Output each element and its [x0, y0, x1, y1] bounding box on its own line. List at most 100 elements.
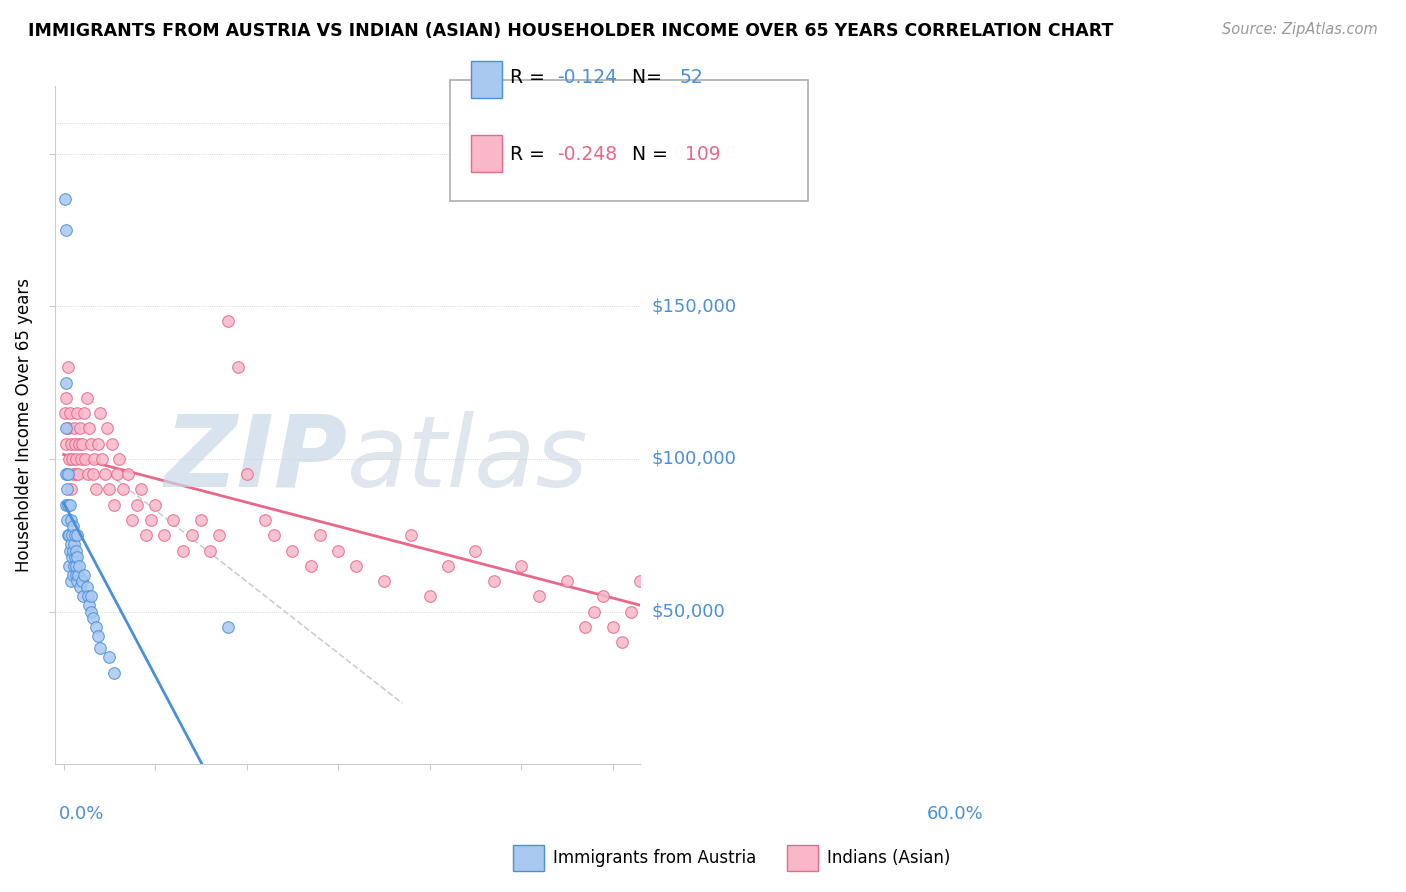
Point	[62, 519, 84, 533]
Point	[638, 620, 661, 634]
Point	[373, 574, 395, 588]
Point	[60, 528, 83, 542]
Point	[208, 528, 231, 542]
Point	[967, 650, 990, 665]
Point	[602, 620, 624, 634]
Point	[80, 590, 103, 604]
Point	[105, 467, 128, 482]
Text: -0.124: -0.124	[557, 68, 617, 87]
Point	[72, 590, 94, 604]
Point	[62, 558, 84, 573]
Point	[217, 620, 239, 634]
Point	[66, 549, 89, 564]
Point	[80, 605, 103, 619]
Point	[610, 635, 633, 649]
Point	[70, 574, 93, 588]
Point	[299, 558, 322, 573]
Point	[59, 543, 82, 558]
Point	[117, 467, 139, 482]
Point	[58, 558, 80, 573]
Text: ZIP: ZIP	[165, 410, 347, 508]
Point	[67, 558, 90, 573]
Point	[785, 620, 807, 634]
Text: R =: R =	[510, 68, 551, 87]
Point	[69, 580, 91, 594]
Point	[98, 650, 121, 665]
Point	[939, 665, 962, 680]
Point	[83, 451, 105, 466]
Point	[263, 528, 285, 542]
Text: Indians (Asian): Indians (Asian)	[827, 849, 950, 867]
Point	[58, 451, 80, 466]
Point	[574, 620, 596, 634]
Point	[876, 650, 898, 665]
Point	[921, 650, 943, 665]
Point	[693, 620, 716, 634]
Point	[59, 436, 82, 450]
Point	[66, 574, 89, 588]
Point	[903, 665, 925, 680]
Point	[198, 543, 221, 558]
Point	[73, 451, 96, 466]
Point	[59, 498, 82, 512]
Point	[464, 543, 486, 558]
Point	[59, 513, 82, 527]
Point	[583, 605, 606, 619]
Point	[986, 665, 1008, 680]
Point	[153, 528, 176, 542]
Text: 109: 109	[685, 145, 720, 164]
Point	[830, 650, 852, 665]
Point	[82, 610, 104, 624]
Point	[894, 635, 917, 649]
Point	[80, 436, 103, 450]
Point	[162, 513, 184, 527]
Point	[803, 665, 825, 680]
Point	[69, 421, 91, 435]
Point	[89, 406, 111, 420]
Point	[55, 376, 77, 390]
Point	[226, 360, 249, 375]
Point	[55, 223, 77, 237]
Point	[59, 537, 82, 551]
Point	[419, 590, 441, 604]
Point	[73, 406, 96, 420]
Point	[60, 549, 83, 564]
Point	[56, 483, 79, 497]
Point	[949, 681, 972, 695]
Point	[308, 528, 330, 542]
Point	[53, 406, 76, 420]
Point	[675, 605, 697, 619]
Point	[76, 391, 98, 405]
Point	[281, 543, 304, 558]
Point	[529, 590, 551, 604]
Point	[67, 467, 90, 482]
Point	[858, 665, 880, 680]
Point	[66, 528, 89, 542]
Text: 60.0%: 60.0%	[927, 805, 983, 823]
Point	[766, 650, 789, 665]
Point	[62, 467, 84, 482]
Point	[65, 467, 87, 482]
Text: $200,000: $200,000	[651, 145, 737, 162]
Point	[326, 543, 349, 558]
Point	[98, 483, 121, 497]
Point	[711, 650, 734, 665]
Point	[56, 513, 79, 527]
Point	[1040, 696, 1063, 710]
Text: Source: ZipAtlas.com: Source: ZipAtlas.com	[1222, 22, 1378, 37]
Point	[1014, 681, 1036, 695]
Text: N=: N=	[620, 68, 668, 87]
Point	[346, 558, 368, 573]
Point	[96, 421, 118, 435]
Point	[84, 483, 107, 497]
Point	[65, 543, 87, 558]
Point	[482, 574, 505, 588]
Point	[180, 528, 202, 542]
Text: N =: N =	[620, 145, 673, 164]
Point	[62, 421, 84, 435]
Point	[125, 498, 148, 512]
Point	[58, 467, 80, 482]
Point	[65, 451, 87, 466]
Point	[77, 467, 100, 482]
Text: -0.248: -0.248	[557, 145, 617, 164]
